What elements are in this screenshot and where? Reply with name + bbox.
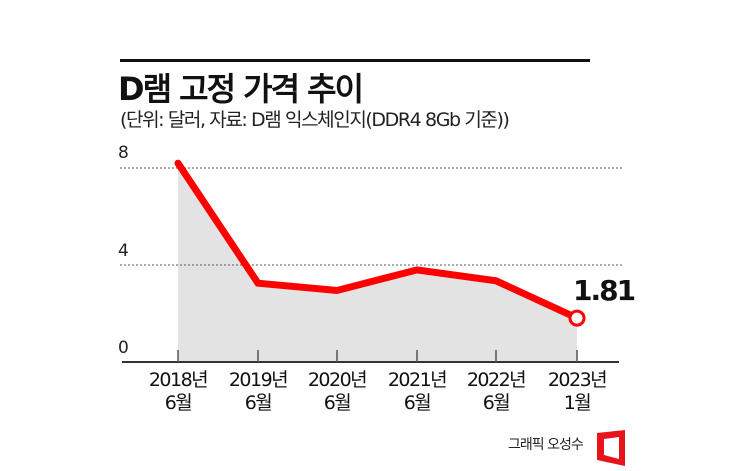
x-label: 2019년 6월	[218, 369, 298, 415]
x-label: 2018년 6월	[138, 369, 218, 415]
x-label-year: 2022년	[466, 369, 527, 391]
last-value-annotation: 1.81	[573, 274, 636, 307]
area-fill	[178, 163, 577, 362]
y-tick-label-4: 4	[118, 241, 129, 261]
x-label-month: 6월	[244, 392, 273, 414]
x-label-month: 6월	[403, 392, 432, 414]
x-label: 2020년 6월	[297, 369, 377, 415]
endpoint-marker	[568, 309, 586, 327]
y-tick-label-8: 8	[118, 143, 129, 163]
x-label-year: 2021년	[387, 369, 448, 391]
x-label-month: 6월	[164, 392, 193, 414]
graphic-credit: 그래픽 오성수	[508, 437, 584, 453]
x-label: 2021년 6월	[377, 369, 457, 415]
x-label-year: 2018년	[148, 369, 209, 391]
x-label-month: 1월	[563, 392, 592, 414]
x-label-month: 6월	[323, 392, 352, 414]
publisher-logo-icon	[597, 430, 625, 466]
chart-title: D램 고정 가격 추이	[118, 70, 364, 108]
x-label: 2022년 6월	[456, 369, 536, 415]
x-label-year: 2020년	[307, 369, 368, 391]
x-label-year: 2023년	[547, 369, 608, 391]
top-rule	[120, 59, 590, 62]
x-ticks	[177, 350, 578, 362]
x-label: 2023년 1월	[537, 369, 617, 415]
data-line	[174, 159, 581, 322]
y-tick-label-0: 0	[118, 338, 129, 358]
x-label-month: 6월	[482, 392, 511, 414]
chart-subtitle: (단위: 달러, 자료: D램 익스체인지(DDR4 8Gb 기준))	[120, 109, 510, 131]
x-label-year: 2019년	[228, 369, 289, 391]
